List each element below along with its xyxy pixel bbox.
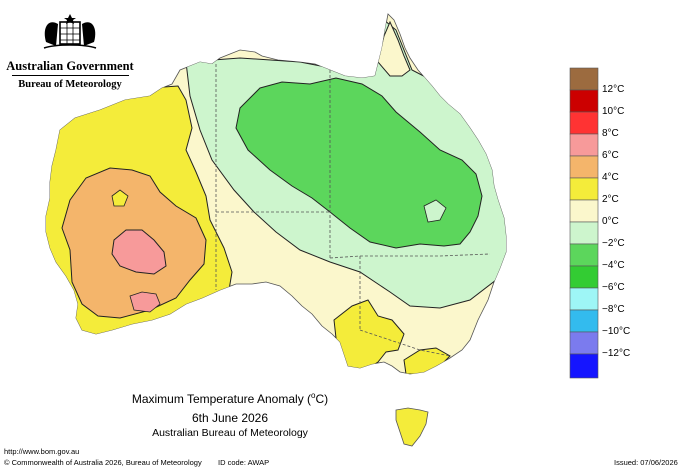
legend-label: 12°C <box>602 84 625 95</box>
footer-id-code: ID code: AWAP <box>218 458 270 467</box>
region-capeyork-0-to-2 <box>377 20 411 77</box>
tasmania <box>395 407 429 447</box>
map-date: 6th June 2026 <box>191 411 269 425</box>
anomaly-shading <box>46 19 506 374</box>
state-borders <box>215 64 491 357</box>
legend-swatch <box>569 155 599 179</box>
legend <box>569 67 599 379</box>
legend-swatch <box>569 133 599 157</box>
legend-label: −6°C <box>602 282 625 293</box>
header-divider <box>12 75 129 76</box>
region-east-minus-2-to-minus-4 <box>235 77 483 249</box>
legend-label: 0°C <box>602 216 619 227</box>
border-nsw-vic <box>359 329 451 357</box>
legend-swatch <box>569 67 599 91</box>
legend-label: 2°C <box>602 194 619 205</box>
footer-copyright: © Commonwealth of Australia 2026, Bureau… <box>4 458 202 467</box>
map-title: Maximum Temperature Anomaly (oC) <box>131 391 329 406</box>
government-name: Australian Government <box>6 59 134 73</box>
legend-swatch <box>569 243 599 267</box>
legend-label: −2°C <box>602 238 625 249</box>
coat-of-arms-icon <box>43 14 97 49</box>
bureau-name: Bureau of Meteorology <box>18 79 122 90</box>
legend-swatch <box>569 309 599 333</box>
legend-swatch <box>569 265 599 289</box>
legend-swatch <box>569 177 599 201</box>
region-west-yellow-island <box>111 189 129 207</box>
legend-swatch <box>569 111 599 135</box>
map-organisation: Australian Bureau of Meteorology <box>152 427 308 439</box>
border-qld-nsw <box>329 253 491 259</box>
region-west-6-to-8 <box>111 229 167 275</box>
legend-swatch <box>569 199 599 223</box>
legend-swatch <box>569 287 599 311</box>
legend-label: −10°C <box>602 326 631 337</box>
legend-swatch <box>569 331 599 355</box>
legend-label: 10°C <box>602 106 625 117</box>
region-west-pink-small <box>129 291 161 313</box>
footer-url[interactable]: http://www.bom.gov.au <box>4 447 80 456</box>
legend-swatch <box>569 221 599 245</box>
legend-swatch <box>569 89 599 113</box>
legend-label: −4°C <box>602 260 625 271</box>
legend-label: 6°C <box>602 150 619 161</box>
legend-label: 8°C <box>602 128 619 139</box>
region-east-green-inner <box>423 199 447 223</box>
legend-swatch <box>569 353 599 379</box>
legend-label: −8°C <box>602 304 625 315</box>
legend-label: 4°C <box>602 172 619 183</box>
map-title-block: Maximum Temperature Anomaly (oC) 6th Jun… <box>80 388 380 440</box>
legend-label: −12°C <box>602 348 631 359</box>
footer-issued: Issued: 07/06/2026 <box>614 458 678 467</box>
